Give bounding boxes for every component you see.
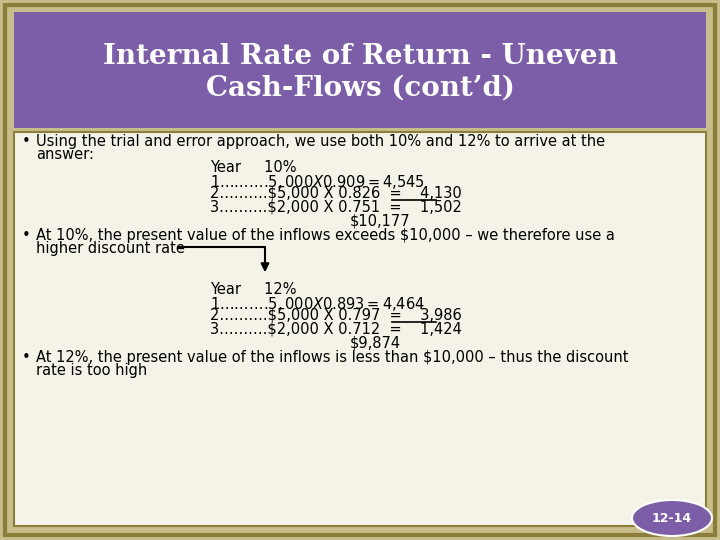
Text: $9,874: $9,874: [350, 335, 401, 350]
Text: answer:: answer:: [36, 147, 94, 162]
Text: higher discount rate: higher discount rate: [36, 241, 185, 256]
Text: 2……….$5,000 X 0.797  =    3,986: 2……….$5,000 X 0.797 = 3,986: [210, 308, 462, 323]
Text: At 12%, the present value of the inflows is less than $10,000 – thus the discoun: At 12%, the present value of the inflows…: [36, 350, 629, 365]
Bar: [14, 132, 706, 526]
Bar: [14, 12, 706, 128]
Text: 2……….$5,000 X 0.826  =    4,130: 2……….$5,000 X 0.826 = 4,130: [210, 186, 462, 201]
Text: Using the trial and error approach, we use both 10% and 12% to arrive at the: Using the trial and error approach, we u…: [36, 134, 605, 149]
Text: Internal Rate of Return - Uneven: Internal Rate of Return - Uneven: [102, 43, 618, 70]
Text: Year     12%: Year 12%: [210, 282, 297, 297]
Text: 12-14: 12-14: [652, 511, 692, 524]
Text: •: •: [22, 228, 31, 243]
Text: 3……….$2,000 X 0.751  =    1,502: 3……….$2,000 X 0.751 = 1,502: [210, 199, 462, 214]
Text: At 10%, the present value of the inflows exceeds $10,000 – we therefore use a: At 10%, the present value of the inflows…: [36, 228, 615, 243]
Text: rate is too high: rate is too high: [36, 363, 148, 378]
Text: 3……….$2,000 X 0.712  =    1,424: 3……….$2,000 X 0.712 = 1,424: [210, 321, 462, 336]
Text: •: •: [22, 350, 31, 365]
Text: Cash-Flows (cont’d): Cash-Flows (cont’d): [206, 75, 514, 102]
Text: $10,177: $10,177: [350, 213, 410, 228]
Text: 1……….$5,000 X 0.909  =  $4,545: 1……….$5,000 X 0.909 = $4,545: [210, 173, 425, 191]
Ellipse shape: [632, 500, 712, 536]
Text: •: •: [22, 134, 31, 149]
Text: 1……….$5,000 X 0.893  =  $4,464: 1……….$5,000 X 0.893 = $4,464: [210, 295, 425, 313]
Text: Year     10%: Year 10%: [210, 160, 297, 175]
